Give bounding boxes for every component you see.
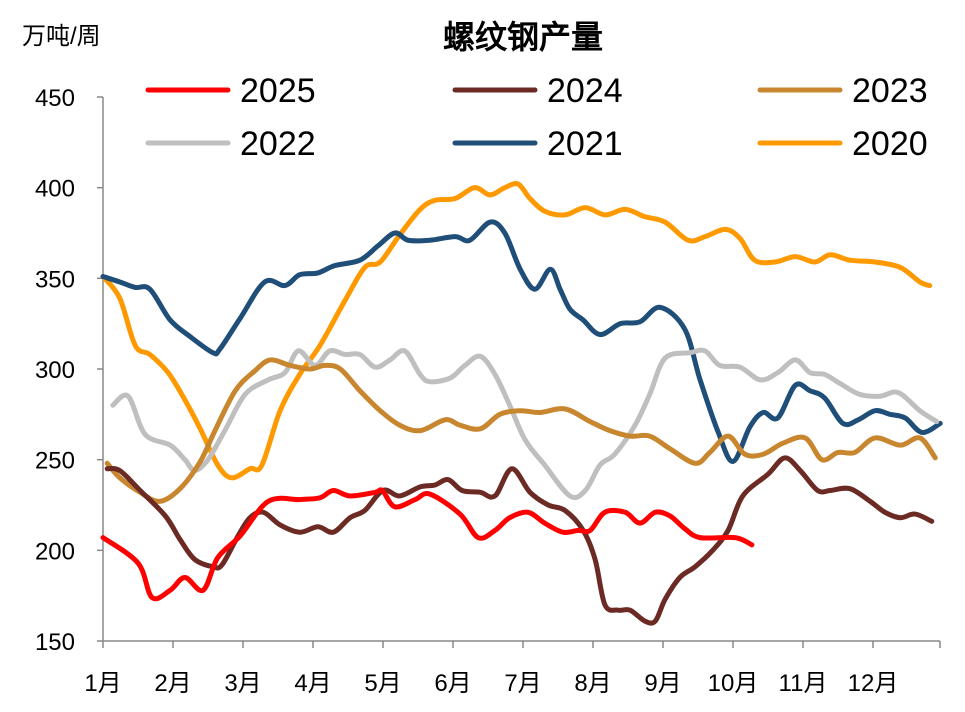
series-line-2021 bbox=[100, 219, 943, 464]
x-tick-label: 7月 bbox=[504, 670, 541, 697]
x-tick-label: 11月 bbox=[779, 670, 828, 697]
series-line-2024 bbox=[104, 455, 935, 626]
x-tick-label: 1月 bbox=[84, 670, 121, 697]
x-tick-label: 5月 bbox=[364, 670, 401, 697]
x-tick-label: 10月 bbox=[708, 670, 759, 697]
x-tick-label: 12月 bbox=[848, 670, 899, 697]
chart-title: 螺纹钢产量 bbox=[443, 19, 603, 55]
y-tick-label: 150 bbox=[35, 629, 75, 656]
y-tick-label: 250 bbox=[35, 448, 75, 475]
series-line-2022 bbox=[110, 347, 940, 501]
series-line-2025 bbox=[100, 487, 755, 602]
y-tick-label: 400 bbox=[35, 176, 75, 203]
y-tick-label: 450 bbox=[35, 85, 75, 112]
legend-label-2024: 2024 bbox=[547, 72, 623, 110]
legend-label-2022: 2022 bbox=[240, 125, 316, 163]
y-axis-unit: 万吨/周 bbox=[22, 23, 101, 50]
x-tick-label: 9月 bbox=[644, 670, 681, 697]
y-tick-label: 200 bbox=[35, 538, 75, 565]
legend-label-2025: 2025 bbox=[240, 72, 316, 110]
legend-label-2021: 2021 bbox=[547, 125, 623, 163]
series-line-2020 bbox=[100, 181, 933, 481]
series-line-2023 bbox=[104, 357, 938, 504]
x-tick-label: 4月 bbox=[294, 670, 331, 697]
x-tick-label: 2月 bbox=[154, 670, 191, 697]
x-tick-label: 3月 bbox=[224, 670, 261, 697]
legend-label-2023: 2023 bbox=[852, 72, 928, 110]
x-tick-label: 6月 bbox=[434, 670, 471, 697]
legend-label-2020: 2020 bbox=[852, 125, 928, 163]
y-tick-label: 350 bbox=[35, 266, 75, 293]
x-tick-label: 8月 bbox=[574, 670, 611, 697]
y-tick-label: 300 bbox=[35, 357, 75, 384]
